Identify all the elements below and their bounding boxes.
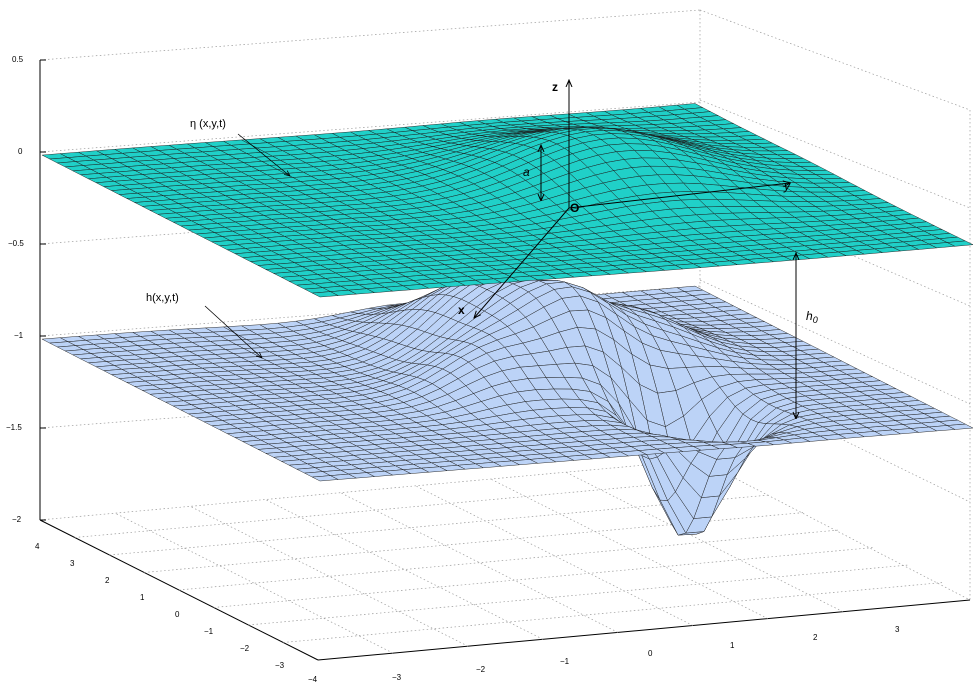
left-ticks: 4 3 2 1 0 −1 −2 −3 −4: [35, 542, 318, 684]
z-tick-label: −0.5: [8, 239, 24, 248]
bottom-tick-label: −2: [476, 665, 486, 674]
z-label: z: [552, 80, 558, 94]
lower-surface-h: [41, 277, 974, 536]
left-tick-label: −2: [240, 644, 250, 653]
left-tick-label: −4: [308, 675, 318, 684]
left-tick-label: 0: [175, 610, 180, 619]
left-tick-label: −3: [275, 661, 285, 670]
z-ticks: 0.5 0 −0.5 −1 −1.5 −2: [6, 55, 46, 524]
bottom-tick-label: −1: [560, 657, 570, 666]
y-label: y: [783, 179, 791, 193]
x-label: x: [458, 303, 465, 317]
bottom-tick-label: 1: [730, 641, 735, 650]
annotations: z y x O a η (x,y,t) h(x,y,t) h0: [146, 80, 818, 418]
left-tick-label: 1: [140, 593, 145, 602]
z-tick-label: 0: [18, 147, 23, 156]
lower-surface-cell: [311, 475, 339, 482]
h-pointer: [204, 305, 262, 358]
z-tick-label: 0.5: [12, 55, 24, 64]
amplitude-label: a: [523, 165, 530, 179]
eta-pointer: [237, 133, 290, 176]
z-tick-label: −2: [12, 515, 22, 524]
left-tick-label: −1: [204, 627, 214, 636]
origin-label: O: [570, 201, 579, 215]
y-arrow: [568, 183, 790, 209]
eta-label: η (x,y,t): [190, 118, 226, 130]
bottom-tick-label: −3: [392, 673, 402, 682]
z-tick-label: −1: [14, 331, 24, 340]
upper-surface-eta: [41, 103, 974, 298]
depth-label: h0: [806, 309, 818, 325]
left-tick-label: 2: [105, 576, 110, 585]
x-arrow: [474, 207, 570, 318]
bottom-ticks: −3 −2 −1 0 1 2 3: [392, 625, 900, 682]
bottom-axis-line: [317, 599, 971, 661]
left-tick-label: 4: [35, 542, 40, 551]
bottom-tick-label: 2: [813, 633, 818, 642]
z-tick-label: −1.5: [6, 423, 22, 432]
bottom-tick-label: 0: [648, 649, 653, 658]
bottom-tick-label: 3: [895, 625, 900, 634]
h-label: h(x,y,t): [146, 292, 179, 304]
left-tick-label: 3: [70, 559, 75, 568]
upper-surface-cell: [311, 291, 339, 298]
